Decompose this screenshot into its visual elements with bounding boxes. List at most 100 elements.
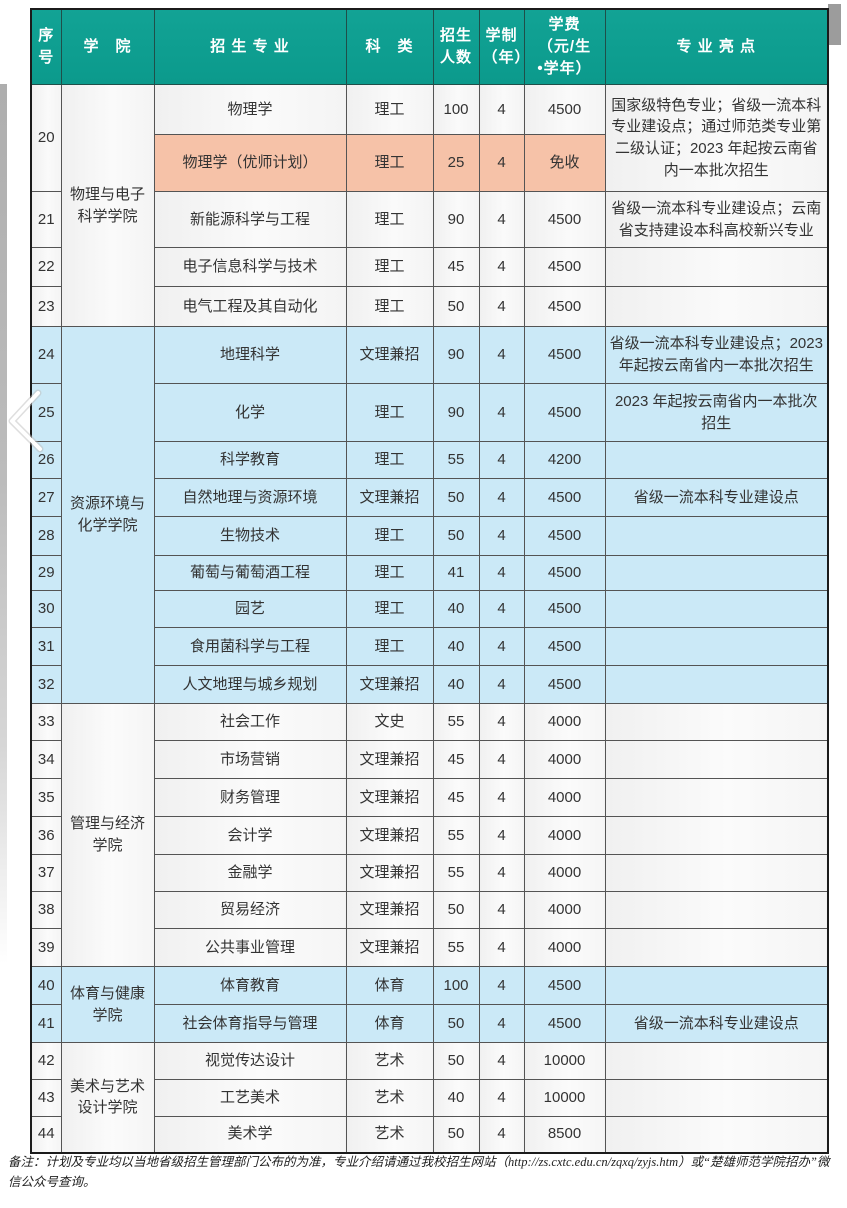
tuition-cell: 4500: [523, 191, 606, 248]
highlight-cell: [604, 1079, 829, 1117]
tuition-cell: 4500: [523, 478, 606, 517]
tuition-cell: 4000: [523, 740, 606, 779]
tuition-cell: 4500: [523, 590, 606, 628]
count-cell: 90: [432, 383, 480, 442]
col-header-years: 学制 （年）: [478, 8, 525, 85]
count-cell: 50: [432, 891, 480, 929]
category-cell: 文理兼招: [345, 740, 434, 779]
category-cell: 文史: [345, 703, 434, 741]
major-cell: 新能源科学与工程: [153, 191, 347, 248]
category-cell: 艺术: [345, 1042, 434, 1080]
prev-page-chevron-icon[interactable]: [4, 388, 46, 454]
years-cell: 4: [478, 478, 525, 517]
tuition-cell: 4500: [523, 286, 606, 327]
category-cell: 理工: [345, 191, 434, 248]
serial-cell: 36: [30, 816, 62, 855]
years-cell: 4: [478, 740, 525, 779]
count-cell: 40: [432, 590, 480, 628]
years-cell: 4: [478, 1116, 525, 1153]
tuition-cell: 4500: [523, 555, 606, 591]
major-cell: 会计学: [153, 816, 347, 855]
highlight-cell: [604, 778, 829, 817]
col-header-college: 学 院: [60, 8, 155, 85]
highlight-cell: [604, 854, 829, 892]
major-cell: 视觉传达设计: [153, 1042, 347, 1080]
tuition-cell: 4000: [523, 928, 606, 967]
enrollment-plan-table: 序 号 学 院 招 生 专 业 科 类 招生 人数 学制 （年） 学费 （元/生…: [30, 8, 829, 1154]
category-cell: 文理兼招: [345, 478, 434, 517]
serial-cell: 34: [30, 740, 62, 779]
major-cell: 财务管理: [153, 778, 347, 817]
serial-cell: 44: [30, 1116, 62, 1153]
col-header-tuition: 学费 （元/生 •学年）: [523, 8, 606, 85]
col-header-count: 招生 人数: [432, 8, 480, 85]
college-cell: 体育与健康 学院: [60, 966, 155, 1043]
tuition-cell: 4500: [523, 383, 606, 442]
count-cell: 40: [432, 627, 480, 666]
table-row: 28 生物技术 理工 50 4 4500: [30, 516, 829, 556]
count-cell: 50: [432, 516, 480, 556]
category-cell: 理工: [345, 247, 434, 287]
page-edge-shade: [0, 84, 7, 964]
college-cell: 物理与电子 科学学院: [60, 84, 155, 327]
highlight-cell: [604, 891, 829, 929]
serial-cell: 22: [30, 247, 62, 287]
tuition-cell: 10000: [523, 1042, 606, 1080]
table-row: 40 体育与健康 学院 体育教育 体育 100 4 4500: [30, 966, 829, 1043]
major-cell: 社会体育指导与管理: [153, 1004, 347, 1043]
count-cell: 55: [432, 854, 480, 892]
years-cell: 4: [478, 516, 525, 556]
highlight-cell: [604, 1042, 829, 1080]
col-header-category: 科 类: [345, 8, 434, 85]
years-cell: 4: [478, 247, 525, 287]
tuition-cell: 4500: [523, 516, 606, 556]
count-cell: 41: [432, 555, 480, 591]
major-cell: 化学: [153, 383, 347, 442]
major-cell: 地理科学: [153, 326, 347, 384]
highlight-cell: [604, 441, 829, 479]
major-cell: 金融学: [153, 854, 347, 892]
highlight-cell: 省级一流本科专业建设点: [604, 478, 829, 517]
category-cell: 文理兼招: [345, 928, 434, 967]
tuition-cell: 4000: [523, 703, 606, 741]
serial-cell: 24: [30, 326, 62, 384]
category-cell: 理工: [345, 627, 434, 666]
tuition-cell: 4000: [523, 778, 606, 817]
category-cell: 艺术: [345, 1116, 434, 1153]
tuition-cell: 4500: [523, 627, 606, 666]
category-cell: 文理兼招: [345, 891, 434, 929]
highlight-cell: [604, 966, 829, 1005]
years-cell: 4: [478, 665, 525, 704]
table-row: 39 公共事业管理 文理兼招 55 4 4000: [30, 928, 829, 967]
count-cell: 90: [432, 326, 480, 384]
count-cell: 90: [432, 191, 480, 248]
table-row: 36 会计学 文理兼招 55 4 4000: [30, 816, 829, 855]
category-cell: 理工: [345, 590, 434, 628]
category-cell: 理工: [345, 383, 434, 442]
years-cell: 4: [478, 441, 525, 479]
major-cell: 人文地理与城乡规划: [153, 665, 347, 704]
years-cell: 4: [478, 627, 525, 666]
table-row: 32 人文地理与城乡规划 文理兼招 40 4 4500: [30, 665, 829, 704]
category-cell: 文理兼招: [345, 854, 434, 892]
count-cell: 55: [432, 928, 480, 967]
years-cell: 4: [478, 1079, 525, 1117]
table-row: 27 自然地理与资源环境 文理兼招 50 4 4500 省级一流本科专业建设点: [30, 478, 829, 517]
years-cell: 4: [478, 134, 525, 192]
years-cell: 4: [478, 383, 525, 442]
serial-cell: 32: [30, 665, 62, 704]
table-row: 41 社会体育指导与管理 体育 50 4 4500 省级一流本科专业建设点: [30, 1004, 829, 1043]
major-cell: 电子信息科学与技术: [153, 247, 347, 287]
corner-tab: [828, 4, 841, 45]
highlight-cell: 国家级特色专业；省级一流本科专业建设点；通过师范类专业第二级认证；2023 年起…: [604, 84, 829, 192]
highlight-cell: [604, 590, 829, 628]
highlight-cell: [604, 627, 829, 666]
highlight-cell: [604, 555, 829, 591]
tuition-cell: 4500: [523, 966, 606, 1005]
serial-cell: 41: [30, 1004, 62, 1043]
highlight-cell: [604, 665, 829, 704]
years-cell: 4: [478, 966, 525, 1005]
tuition-cell: 4500: [523, 665, 606, 704]
table-row: 物理学（优师计划） 理工 25 4 免收: [31, 134, 828, 192]
table-row: 35 财务管理 文理兼招 45 4 4000: [30, 778, 829, 817]
